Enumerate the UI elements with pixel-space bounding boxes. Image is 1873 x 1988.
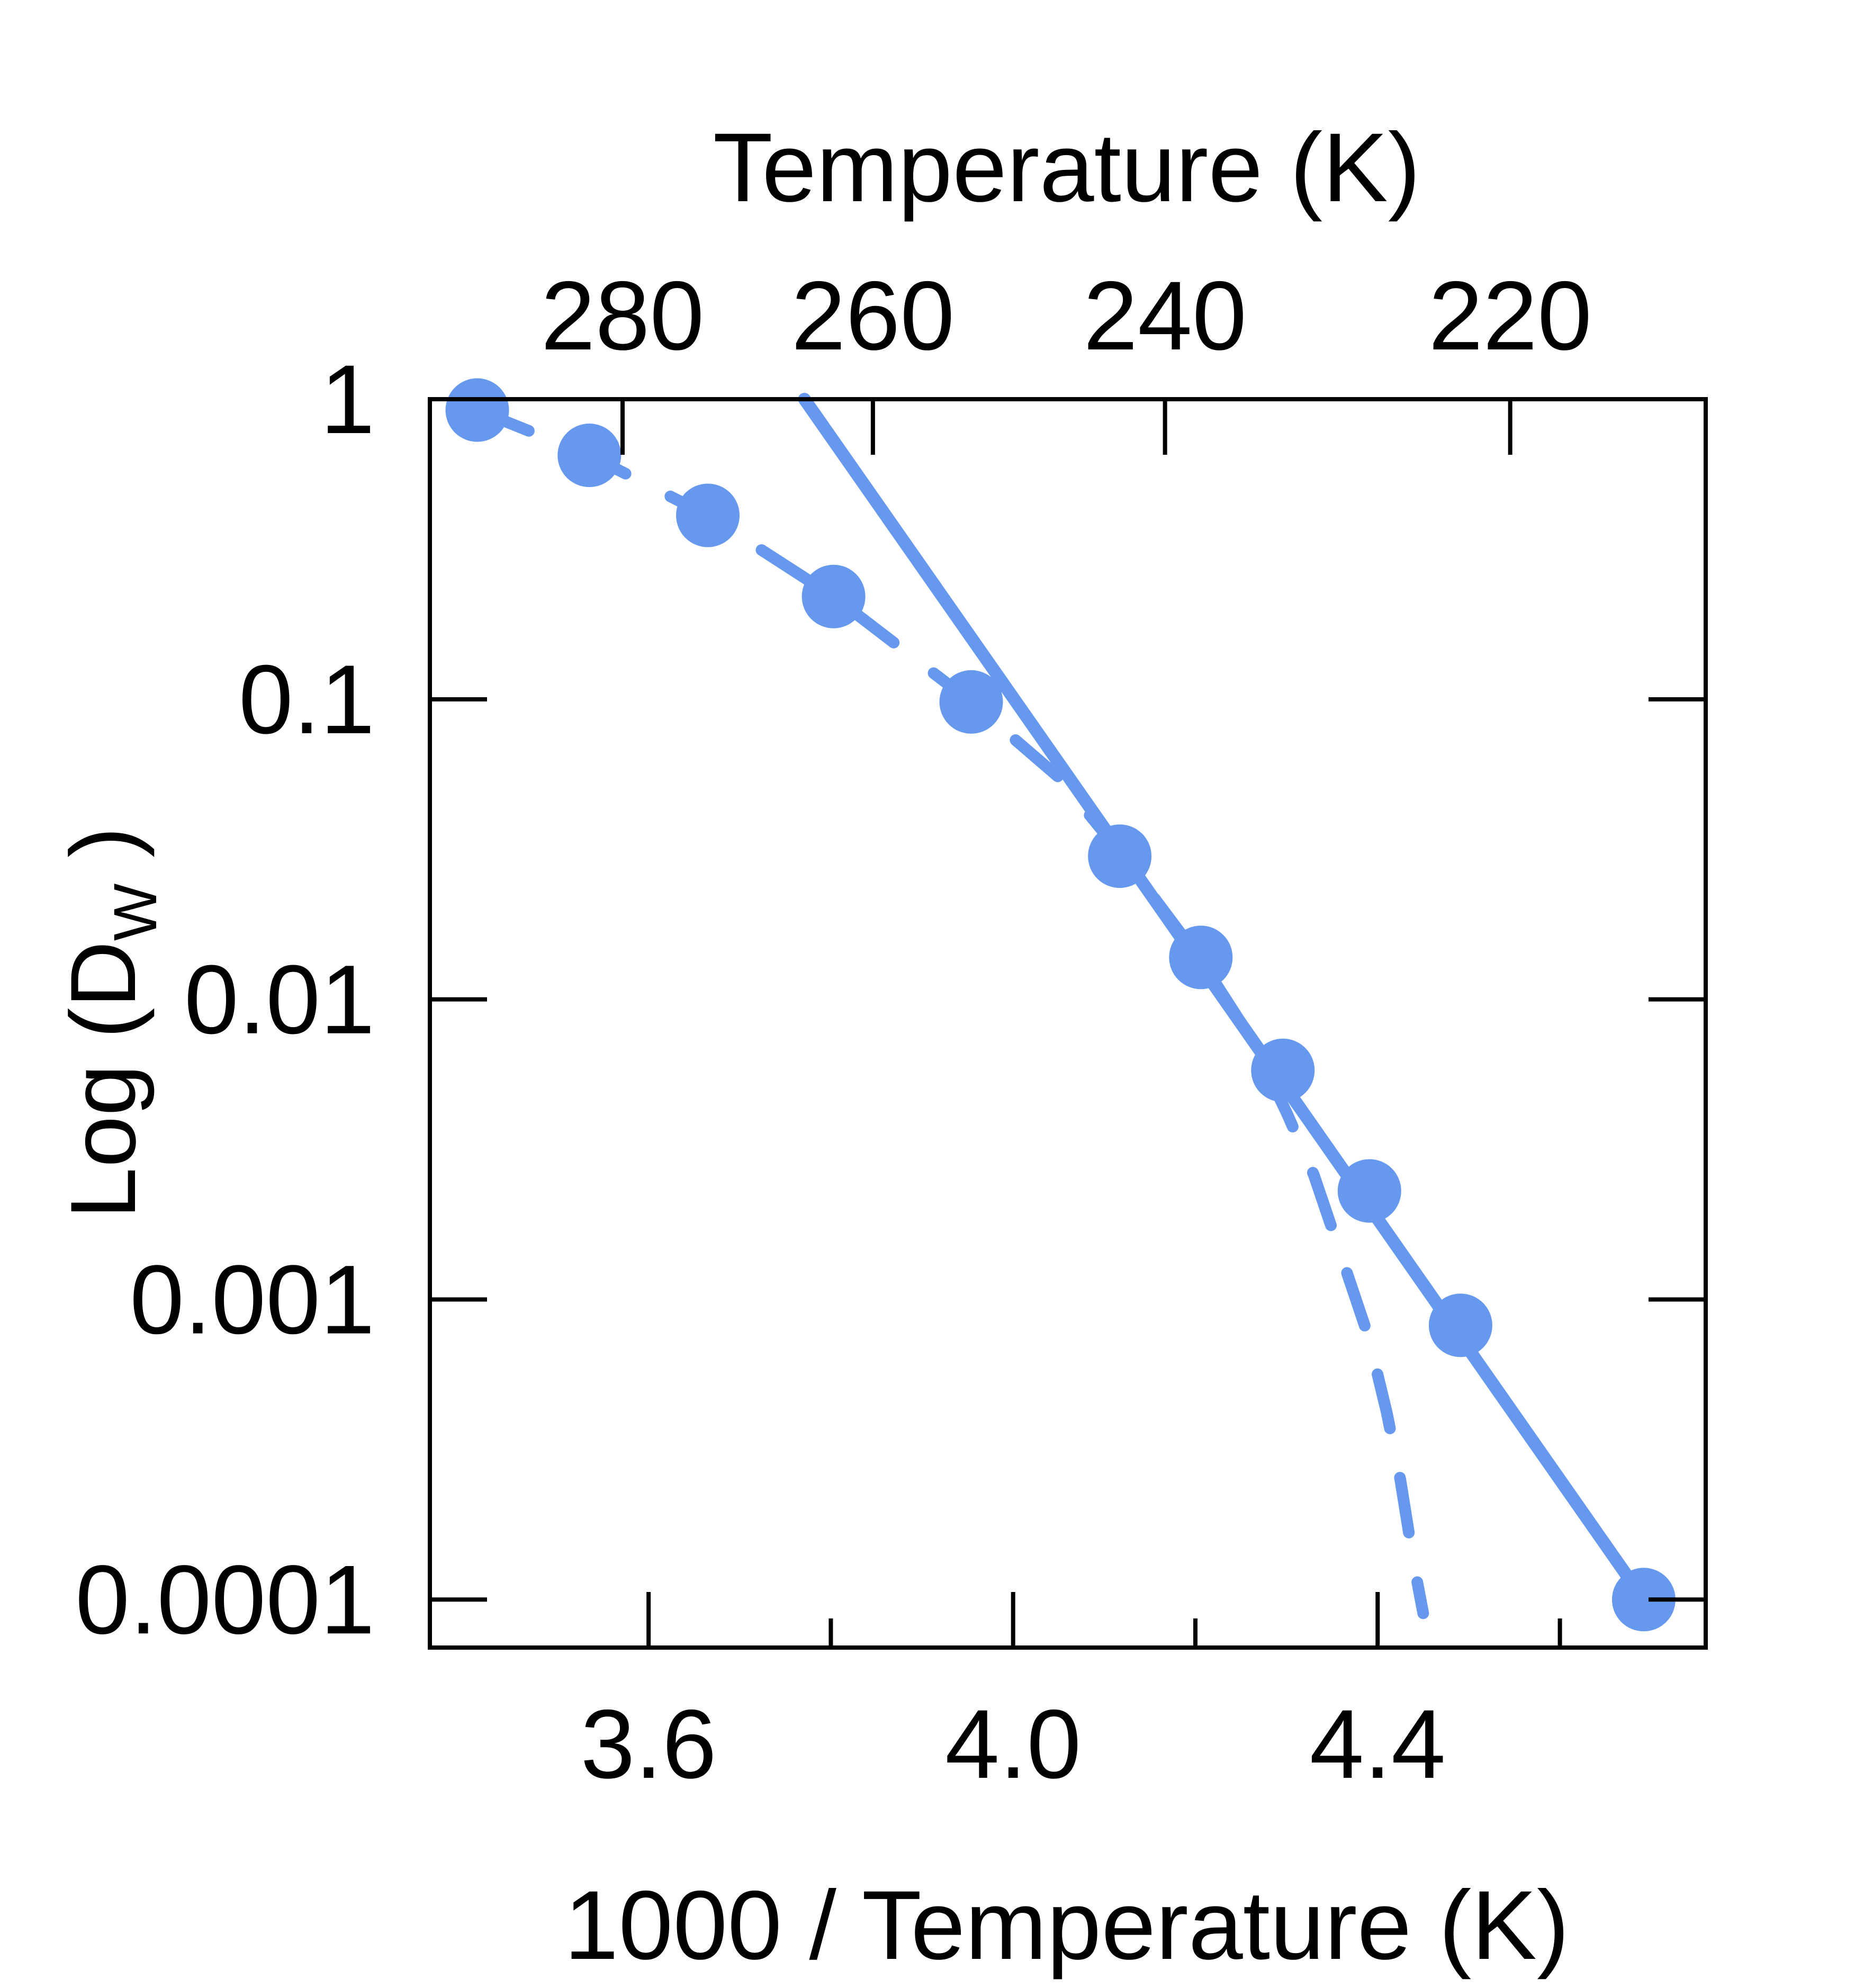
y-tick-label: 0.001 [130,1245,375,1354]
plot-frame [428,397,1708,1650]
y-axis-title-main: Log (D [52,941,155,1219]
data-point [1611,1568,1676,1632]
top-tick-label: 240 [1083,262,1247,371]
data-point [1169,925,1233,989]
x-axis-title: 1000 / Temperature (K) [564,1871,1570,1980]
fit-line-dashed [471,404,1429,1620]
top-tick-label: 280 [541,262,705,371]
y-tick-label: 0.0001 [75,1545,375,1654]
y-tick-label: 0.1 [239,645,375,754]
data-point [1337,1159,1401,1223]
data-point [939,670,1003,734]
y-tick-label: 1 [320,345,375,454]
x-tick-label: 4.4 [1310,1690,1446,1799]
data-point [676,483,740,547]
data-point [802,564,866,628]
y-tick-label: 0.01 [184,946,375,1055]
y-axis-title-close: ) [52,827,155,884]
y-axis-title-subscript: W [102,883,169,941]
data-point [1251,1038,1315,1102]
x-tick-label: 3.6 [581,1690,717,1799]
x-tick-label: 4.0 [945,1690,1081,1799]
y-axis-title: Log (DW ) [52,827,169,1219]
top-axis-title: Temperature (K) [713,113,1421,222]
tick-layer: 3.6 4.0 4.4 280 260 240 220 1 0.1 0.01 0.001 0.0001 [75,262,1706,1799]
series-layer [445,378,1676,1632]
data-point [1088,824,1152,888]
top-tick-label: 260 [791,262,955,371]
top-tick-label: 220 [1428,262,1592,371]
data-point [1428,1293,1492,1357]
data-point [557,424,622,488]
data-point [445,378,509,442]
